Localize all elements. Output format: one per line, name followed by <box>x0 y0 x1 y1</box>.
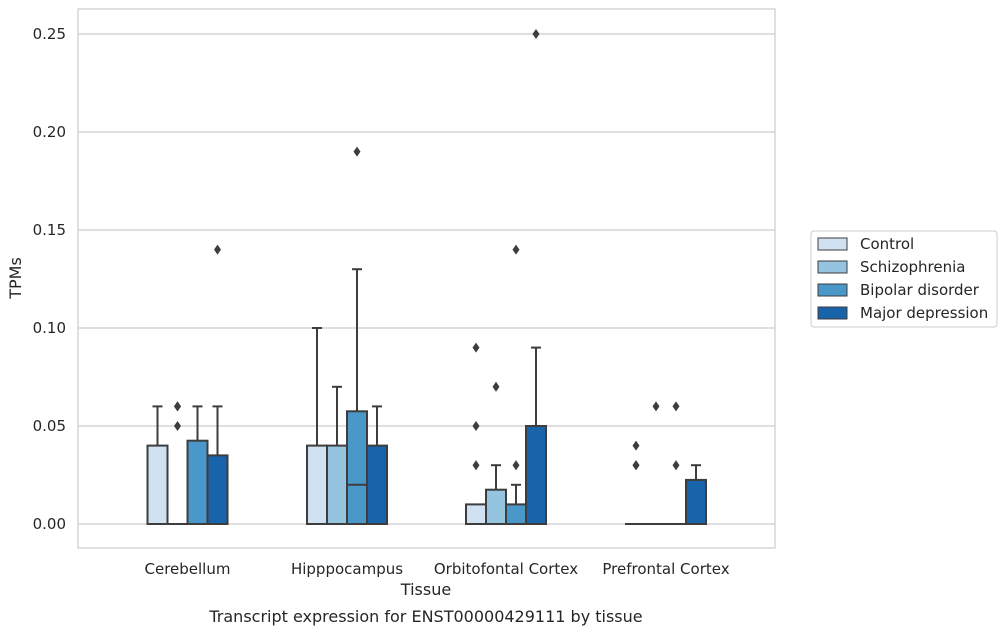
outlier-point <box>214 244 221 255</box>
box-bipolar-disorder-0 <box>186 405 209 526</box>
outlier-point <box>472 460 480 471</box>
plot-frame <box>77 8 776 549</box>
y-tick-label: 0.00 <box>33 515 66 533</box>
legend-label: Bipolar disorder <box>860 281 980 299</box>
box-body <box>306 444 328 526</box>
box-bipolar-disorder-1 <box>346 146 368 525</box>
legend-swatch <box>817 237 848 251</box>
box-body <box>485 488 507 526</box>
box-body <box>505 503 527 525</box>
box-schizophrenia-1 <box>326 385 348 526</box>
y-axis-label: TPMs <box>6 257 25 300</box>
outlier-point <box>353 146 361 157</box>
box-body <box>366 444 388 526</box>
box-major-depression-3 <box>685 464 707 525</box>
box-major-depression-1 <box>366 405 388 526</box>
legend-swatch <box>817 306 848 320</box>
y-tick-label: 0.15 <box>33 221 66 239</box>
x-axis-ticks: Cerebellum Hipppocampus Orbitofontal Corte… <box>145 560 730 578</box>
box-body <box>465 503 487 525</box>
box-major-depression-2 <box>525 29 547 525</box>
legend-swatch <box>817 283 848 297</box>
chart-caption: Transcript expression for ENST0000042911… <box>208 607 642 626</box>
legend-frame <box>810 230 998 328</box>
box-body <box>146 444 169 526</box>
x-tick-label: Prefrontal Cortex <box>602 560 729 578</box>
box-major-depression-0 <box>206 244 229 525</box>
box-bipolar-disorder-3 <box>665 401 687 526</box>
x-tick-label: Orbitofontal Cortex <box>434 560 578 578</box>
box-schizophrenia-0 <box>166 401 189 526</box>
box-body <box>326 444 348 526</box>
outlier-point <box>492 381 500 392</box>
outlier-point <box>174 401 181 412</box>
boxes <box>146 29 707 526</box>
y-tick-label: 0.20 <box>33 123 66 141</box>
y-tick-label: 0.10 <box>33 319 66 337</box>
box-body <box>186 439 209 526</box>
outlier-point <box>512 460 520 471</box>
outlier-point <box>632 460 640 471</box>
legend-swatch <box>817 260 848 274</box>
x-tick-label: Cerebellum <box>145 560 231 578</box>
legend: Control Schizophrenia Bipolar disorder Majo… <box>810 230 998 328</box>
outlier-point <box>512 244 520 255</box>
box-control-0 <box>146 405 169 526</box>
box-control-3 <box>625 440 647 526</box>
y-tick-label: 0.25 <box>33 25 66 43</box>
y-tick-label: 0.05 <box>33 417 66 435</box>
box-control-1 <box>306 327 328 526</box>
box-body <box>346 410 368 525</box>
box-schizophrenia-2 <box>485 381 507 526</box>
box-body <box>525 425 547 525</box>
x-tick-label: Hipppocampus <box>291 560 403 578</box>
outlier-point <box>632 440 640 451</box>
box-body <box>685 478 707 525</box>
x-axis-label: Tissue <box>400 580 451 599</box>
outlier-point <box>174 421 181 431</box>
outlier-point <box>672 401 680 412</box>
box-body <box>206 454 229 525</box>
outlier-point <box>652 401 660 412</box>
outlier-point <box>672 460 680 471</box>
legend-label: Control <box>860 235 914 253</box>
outlier-point <box>532 29 540 39</box>
legend-label: Major depression <box>860 304 988 322</box>
outlier-point <box>472 342 480 353</box>
legend-label: Schizophrenia <box>860 258 965 276</box>
outlier-point <box>472 421 480 431</box>
y-axis-ticks: 0.00 0.05 0.10 0.15 0.20 0.25 <box>33 25 66 533</box>
